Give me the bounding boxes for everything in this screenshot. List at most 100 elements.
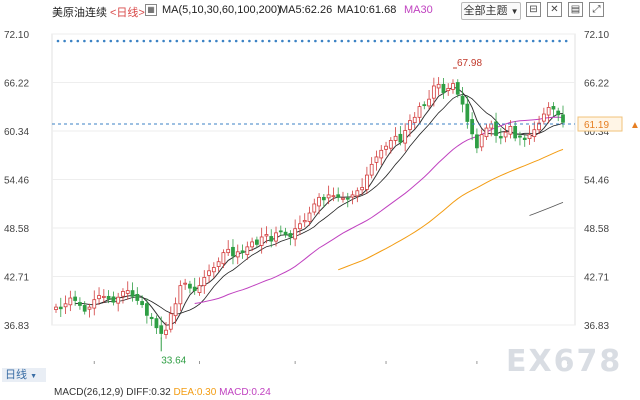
candle-body <box>398 133 403 143</box>
event-marker-dot <box>142 39 146 43</box>
event-marker-dot <box>492 39 495 43</box>
period-selector[interactable]: <日线> <box>110 7 145 19</box>
event-marker-dot <box>446 39 449 43</box>
chart-footer: 日线 ▼ MACD(26,12,9) DIFF:0.32 DEA:0.30 MA… <box>0 366 640 400</box>
event-marker-dot <box>386 39 390 43</box>
event-marker-dot <box>267 39 271 43</box>
candle-body <box>68 297 73 306</box>
event-marker-dot <box>228 39 231 43</box>
candlestick-chart[interactable]: 72.10 72.10 66.22 66.22 60.34 60.34 54.46 54.46… <box>0 0 640 366</box>
macd-legend: MACD(26,12,9) DIFF:0.32 DEA:0.30 MACD:0.… <box>54 387 271 398</box>
macd-value: MACD:0.24 <box>219 387 271 398</box>
event-marker-dot <box>525 39 528 43</box>
event-marker-dot <box>102 39 106 43</box>
candle-body <box>541 113 546 122</box>
event-marker-dot <box>498 39 502 43</box>
candle-body <box>92 299 97 309</box>
candle-body <box>532 129 537 138</box>
candle-body <box>561 114 565 123</box>
candle-body <box>274 232 278 242</box>
candle-body <box>556 110 561 116</box>
event-marker-dot <box>531 39 535 43</box>
event-marker-dot <box>393 39 396 43</box>
candle-body <box>475 134 479 149</box>
candle-body <box>551 106 556 110</box>
close-icon[interactable]: ✕ <box>547 2 562 17</box>
candle-body <box>135 293 140 301</box>
event-marker-dot <box>83 39 86 43</box>
event-marker-dot <box>353 39 357 43</box>
candle-body <box>278 230 283 233</box>
event-marker-dot <box>538 39 542 43</box>
y-tick-label-left: 66.22 <box>4 79 29 90</box>
event-marker-dot <box>63 39 66 43</box>
candle-body <box>211 267 216 273</box>
y-tick-label-right: 54.46 <box>584 176 609 187</box>
event-marker-dot <box>248 39 251 43</box>
event-marker-dot <box>261 39 264 43</box>
event-marker-dot <box>320 39 324 43</box>
event-marker-dot <box>413 39 416 43</box>
candle-body <box>164 329 168 335</box>
candle-body <box>412 116 417 124</box>
ma10-line <box>98 93 564 315</box>
event-marker-dot <box>347 39 350 43</box>
zoom-icon[interactable]: ⊟ <box>526 2 541 17</box>
candle-body <box>82 305 87 312</box>
candle-body <box>140 301 144 306</box>
event-marker-dot <box>254 39 258 43</box>
candle-body <box>508 126 513 135</box>
theme-dropdown-label: 全部主题 <box>463 5 508 17</box>
y-tick-label-left: 72.10 <box>4 30 29 41</box>
candle-body <box>312 203 317 213</box>
event-marker-dot <box>380 39 383 43</box>
ma30-value: MA30 <box>404 4 433 16</box>
event-marker-dot <box>175 39 179 43</box>
ma10-value: MA10:61.68 <box>337 4 397 16</box>
event-marker-dot <box>551 39 555 43</box>
indicator-settings-icon[interactable]: ▦ <box>145 4 157 16</box>
event-marker-dot <box>76 39 80 43</box>
event-marker-dot <box>564 39 568 43</box>
candle-body <box>116 296 121 304</box>
ma5-value: MA5:62.26 <box>279 4 333 16</box>
event-marker-dot <box>399 39 403 43</box>
candle-body <box>350 194 355 198</box>
candle-body <box>422 104 427 107</box>
ma-indicator-label[interactable]: MA(5,10,30,60,100,200) <box>162 4 281 16</box>
candle-body <box>255 239 259 245</box>
event-marker-dot <box>155 39 159 43</box>
period-line-button[interactable]: 日线 ▼ <box>2 368 46 382</box>
event-marker-dot <box>294 39 297 43</box>
event-marker-dot <box>465 39 469 43</box>
event-marker-dot <box>69 39 73 43</box>
chart-header: 美原油连续 <日线> ▦ MA(5,10,30,60,100,200) MA5:… <box>0 0 640 22</box>
event-marker-dot <box>373 39 377 43</box>
candle-body <box>374 156 379 163</box>
event-marker-dot <box>426 39 429 43</box>
candle-body <box>259 236 264 246</box>
y-tick-label-left: 48.58 <box>4 224 29 235</box>
event-marker-dot <box>459 39 462 43</box>
event-marker-dot <box>168 39 172 43</box>
split-view-icon[interactable]: ▤ <box>568 2 583 17</box>
theme-dropdown[interactable]: 全部主题 ▼ <box>461 2 521 20</box>
fullscreen-icon[interactable]: ⤢ <box>589 2 604 17</box>
candle-body <box>494 121 498 136</box>
candle-body <box>355 190 360 197</box>
event-marker-dot <box>327 39 330 43</box>
event-marker-dot <box>274 39 278 43</box>
event-marker-dot <box>234 39 238 43</box>
candle-body <box>87 306 92 310</box>
candle-body <box>321 196 326 201</box>
current-price-tag <box>577 116 623 132</box>
event-marker-dot <box>201 39 205 43</box>
event-marker-dot <box>89 39 93 43</box>
event-marker-dot <box>281 39 284 43</box>
candle-body <box>250 241 254 248</box>
y-tick-label-left: 42.71 <box>4 272 29 283</box>
candle-body <box>183 282 188 285</box>
candle-body <box>159 325 164 334</box>
candle-body <box>235 251 240 258</box>
candle-body <box>341 197 345 200</box>
